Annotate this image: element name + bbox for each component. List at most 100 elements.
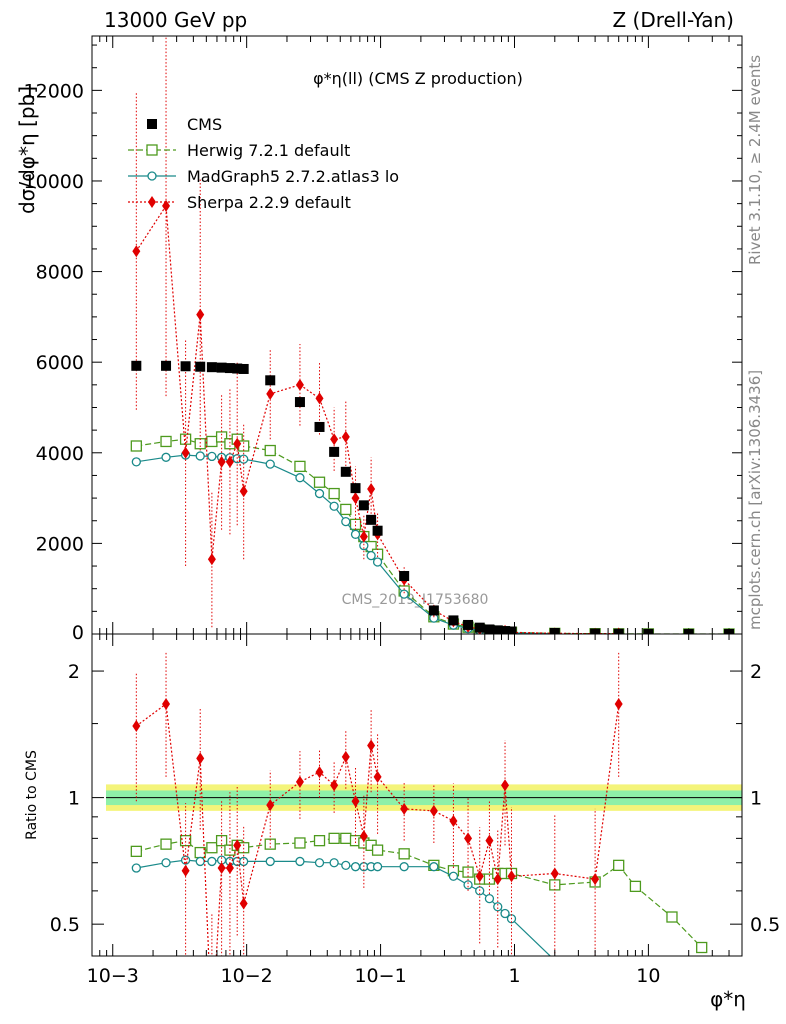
data-point bbox=[366, 514, 377, 525]
data-point bbox=[613, 628, 624, 634]
ratio-point bbox=[629, 880, 642, 893]
data-point bbox=[399, 589, 409, 599]
legend-marker bbox=[148, 196, 156, 208]
main-y-axis: 2000 4000 6000 8000 10000 12000 0 bbox=[24, 44, 742, 644]
data-point bbox=[448, 615, 459, 626]
ratio-point bbox=[195, 856, 205, 867]
ratio-point bbox=[591, 1002, 599, 1010]
header-analysis: Z (Drell-Yan) bbox=[612, 8, 734, 32]
data-point bbox=[162, 199, 171, 212]
ratio-point bbox=[265, 856, 275, 867]
mcplots-label: mcplots.cern.ch [arXiv:1306.3436] bbox=[746, 370, 764, 630]
ratio-point bbox=[295, 775, 304, 788]
ratio-point bbox=[485, 834, 494, 847]
data-point bbox=[492, 625, 503, 634]
data-point bbox=[161, 452, 171, 462]
ratio-point bbox=[206, 842, 218, 854]
ratio-series-open-circle bbox=[131, 855, 599, 1010]
ratio-point bbox=[696, 941, 708, 954]
data-point bbox=[206, 362, 217, 373]
data-point bbox=[350, 483, 361, 494]
main-y-tick-label: 0 bbox=[72, 622, 84, 644]
data-point bbox=[350, 529, 361, 539]
ratio-point bbox=[217, 862, 226, 875]
ratio-point bbox=[399, 862, 409, 872]
ratio-point bbox=[553, 955, 557, 956]
ratio-panel: 0.5 0.51 12 2 10−3 10−2 10−1 1 10 Ratio to CMS … bbox=[24, 633, 780, 1011]
data-point bbox=[358, 500, 369, 511]
ratio-line bbox=[135, 702, 620, 956]
data-point bbox=[340, 503, 352, 516]
legend-marker bbox=[147, 119, 157, 129]
data-point bbox=[549, 628, 560, 634]
data-point bbox=[315, 392, 324, 405]
ratio-uncertainty-band bbox=[106, 784, 742, 811]
data-point bbox=[295, 473, 305, 483]
ratio-point bbox=[666, 911, 678, 923]
ratio-point bbox=[429, 862, 439, 872]
data-point bbox=[341, 516, 351, 527]
data-point bbox=[233, 437, 242, 450]
legend-label: Herwig 7.2.1 default bbox=[187, 141, 350, 160]
ratio-point bbox=[196, 752, 205, 765]
data-point bbox=[643, 628, 654, 634]
data-point bbox=[131, 360, 142, 371]
legend-marker bbox=[146, 144, 158, 156]
main-y-tick-label: 8000 bbox=[36, 262, 84, 284]
main-y-label: dσ/dφ*η [pb] bbox=[15, 86, 39, 214]
data-point bbox=[217, 455, 226, 468]
ratio-x-axis: 10−3 10−2 10−1 1 10 bbox=[87, 634, 743, 987]
ratio-point bbox=[266, 799, 275, 812]
data-point bbox=[207, 553, 216, 566]
main-y-tick-label: 4000 bbox=[36, 443, 84, 465]
ratio-y-tick-label: 2 bbox=[68, 661, 80, 683]
data-point bbox=[195, 451, 205, 461]
ratio-point bbox=[475, 870, 484, 883]
ratio-point bbox=[359, 830, 368, 843]
ratio-point bbox=[341, 750, 350, 763]
header-process: 13000 GeV pp bbox=[104, 8, 247, 32]
ratio-point bbox=[233, 839, 242, 852]
data-point bbox=[590, 628, 601, 634]
data-point bbox=[474, 622, 485, 633]
main-y-tick-label: 10000 bbox=[24, 171, 84, 193]
legend-label: Sherpa 2.2.9 default bbox=[187, 193, 351, 212]
ratio-point bbox=[130, 845, 142, 858]
ratio-point bbox=[314, 858, 325, 868]
data-point bbox=[207, 451, 217, 462]
data-point bbox=[372, 557, 383, 567]
data-point bbox=[232, 363, 243, 374]
ratio-point bbox=[484, 893, 495, 904]
data-point bbox=[265, 459, 275, 469]
series-diamond bbox=[132, 36, 623, 634]
ratio-y-tick-label: 0.5 bbox=[50, 914, 80, 936]
main-panel: CMS_2019_I1753680 2000400060008000100001… bbox=[15, 35, 743, 644]
series-line bbox=[135, 204, 619, 634]
data-point bbox=[506, 626, 517, 634]
ratio-point bbox=[294, 837, 306, 849]
ratio-point bbox=[340, 832, 352, 845]
data-point bbox=[313, 476, 326, 488]
ratio-point bbox=[239, 897, 248, 910]
data-point bbox=[131, 457, 141, 467]
main-series bbox=[130, 36, 735, 634]
ratio-point bbox=[429, 804, 438, 817]
ratio-point bbox=[398, 848, 410, 860]
data-point bbox=[181, 446, 190, 459]
main-y-tick-label: 12000 bbox=[24, 80, 84, 102]
ratio-point bbox=[507, 870, 516, 883]
ratio-point bbox=[613, 859, 625, 872]
ratio-point bbox=[493, 902, 503, 912]
ratio-series-diamond bbox=[132, 651, 623, 956]
rivet-label: Rivet 3.1.10, ≥ 2.4M events bbox=[746, 55, 764, 265]
ratio-point bbox=[315, 766, 324, 779]
legend: CMS Herwig 7.2.1 default MadGraph5 2.7.2.a… bbox=[128, 115, 399, 212]
data-point bbox=[265, 375, 276, 386]
ratio-point bbox=[132, 720, 141, 733]
ratio-point bbox=[501, 779, 510, 792]
ratio-point bbox=[162, 697, 171, 710]
data-point bbox=[399, 571, 410, 582]
ratio-point bbox=[295, 856, 305, 867]
ratio-y-tick-label-right: 2 bbox=[750, 661, 762, 683]
